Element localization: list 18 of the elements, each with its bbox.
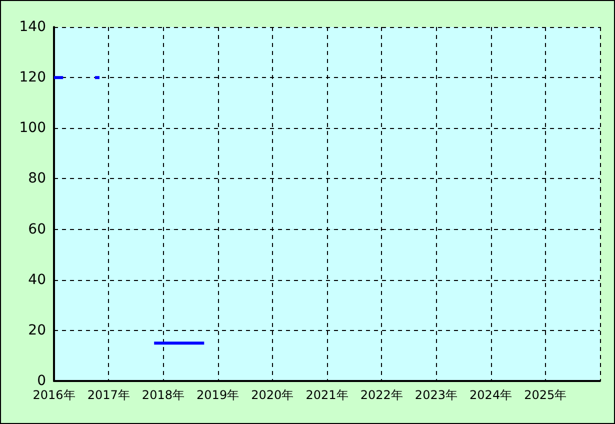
x-tick-label: 2024年	[470, 388, 512, 402]
y-tick-label: 140	[19, 19, 46, 35]
y-tick-label: 80	[28, 170, 46, 187]
y-tick-label: 0	[37, 373, 46, 389]
y-tick-label: 40	[28, 272, 46, 288]
y-tick-label: 100	[19, 120, 46, 136]
y-tick-label: 60	[28, 221, 46, 238]
x-tick-label: 2023年	[414, 388, 458, 402]
x-tick-label: 2018年	[142, 388, 184, 402]
x-tick-label: 2016年	[32, 388, 76, 402]
x-tick-label: 2021年	[306, 388, 348, 402]
x-tick-label: 2019年	[196, 388, 240, 402]
x-tick-label: 2025年	[524, 388, 567, 402]
x-tick-label: 2017年	[87, 388, 130, 402]
x-tick-label: 2020年	[251, 388, 294, 402]
x-tick-label: 2022年	[360, 388, 403, 402]
y-tick-label: 20	[28, 322, 46, 338]
y-tick-label: 120	[19, 70, 46, 86]
